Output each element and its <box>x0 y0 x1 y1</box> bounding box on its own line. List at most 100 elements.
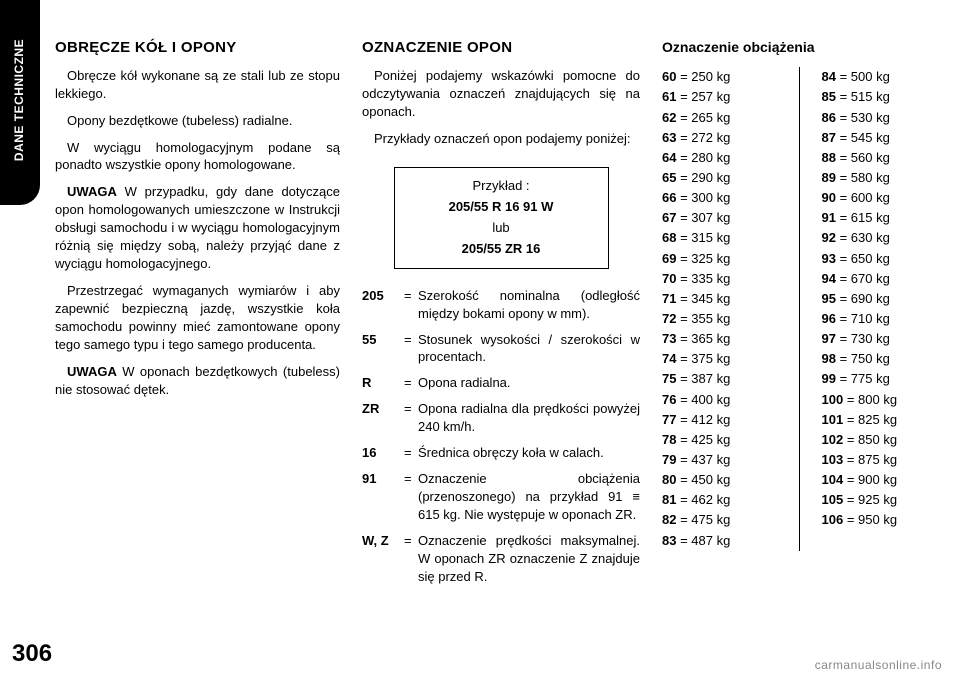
paragraph: UWAGA W przypadku, gdy dane dotyczące op… <box>55 183 340 273</box>
load-index-value: 75 <box>662 371 676 386</box>
load-index-table: 60 = 250 kg61 = 257 kg62 = 265 kg63 = 27… <box>662 67 940 550</box>
load-index-entry: 87 = 545 kg <box>822 128 941 148</box>
definition-code: W, Z <box>362 532 404 586</box>
load-index-value: 65 <box>662 170 676 185</box>
load-index-value: 64 <box>662 150 676 165</box>
load-index-entry: 93 = 650 kg <box>822 249 941 269</box>
load-index-entry: 77 = 412 kg <box>662 410 781 430</box>
definition-row: 91=Oznaczenie obciążenia (przenoszonego)… <box>362 470 640 524</box>
example-or: lub <box>405 218 598 239</box>
load-index-entry: 86 = 530 kg <box>822 108 941 128</box>
definition-text: Opona radialna. <box>418 374 640 392</box>
definition-text: Średnica obręczy koła w calach. <box>418 444 640 462</box>
load-index-entry: 96 = 710 kg <box>822 309 941 329</box>
load-index-value: 62 <box>662 110 676 125</box>
load-index-value: 89 <box>822 170 836 185</box>
load-index-value: 91 <box>822 210 836 225</box>
load-index-value: 100 <box>822 392 844 407</box>
load-index-entry: 91 = 615 kg <box>822 208 941 228</box>
load-index-value: 68 <box>662 230 676 245</box>
load-index-value: 90 <box>822 190 836 205</box>
load-index-value: 97 <box>822 331 836 346</box>
definition-text: Szerokość nominalna (odległość między bo… <box>418 287 640 323</box>
definition-text: Oznaczenie obciążenia (przenoszonego) na… <box>418 470 640 524</box>
load-index-entry: 82 = 475 kg <box>662 510 781 530</box>
load-index-entry: 98 = 750 kg <box>822 349 941 369</box>
load-index-entry: 78 = 425 kg <box>662 430 781 450</box>
side-tab: DANE TECHNICZNE <box>0 0 40 205</box>
load-index-entry: 76 = 400 kg <box>662 390 781 410</box>
load-index-value: 67 <box>662 210 676 225</box>
load-index-entry: 84 = 500 kg <box>822 67 941 87</box>
footer-watermark: carmanualsonline.info <box>815 658 942 672</box>
load-index-entry: 79 = 437 kg <box>662 450 781 470</box>
load-index-value: 101 <box>822 412 844 427</box>
paragraph: Przykłady oznaczeń opon podajemy poniżej… <box>362 130 640 148</box>
load-index-entry: 63 = 272 kg <box>662 128 781 148</box>
load-index-entry: 66 = 300 kg <box>662 188 781 208</box>
load-index-entry: 106 = 950 kg <box>822 510 941 530</box>
load-index-value: 79 <box>662 452 676 467</box>
load-index-value: 84 <box>822 69 836 84</box>
definition-row: R=Opona radialna. <box>362 374 640 392</box>
definition-text: Opona radialna dla prędkości powyżej 240… <box>418 400 640 436</box>
load-index-entry: 94 = 670 kg <box>822 269 941 289</box>
page: DANE TECHNICZNE OBRĘCZE KÓŁ I OPONY Obrę… <box>0 0 960 678</box>
definition-code: 16 <box>362 444 404 462</box>
load-index-entry: 67 = 307 kg <box>662 208 781 228</box>
load-index-value: 78 <box>662 432 676 447</box>
heading-tyre-marking: OZNACZENIE OPON <box>362 38 640 59</box>
definition-code: R <box>362 374 404 392</box>
load-index-value: 72 <box>662 311 676 326</box>
load-index-value: 61 <box>662 89 676 104</box>
load-index-entry: 101 = 825 kg <box>822 410 941 430</box>
load-index-entry: 72 = 355 kg <box>662 309 781 329</box>
load-index-value: 102 <box>822 432 844 447</box>
definition-row: 16=Średnica obręczy koła w calach. <box>362 444 640 462</box>
definition-text: Oznaczenie prędkości maksymalnej. W opon… <box>418 532 640 586</box>
load-index-entry: 99 = 775 kg <box>822 369 941 389</box>
load-index-value: 88 <box>822 150 836 165</box>
load-index-value: 98 <box>822 351 836 366</box>
load-index-value: 83 <box>662 533 676 548</box>
paragraph: Opony bezdętkowe (tubeless) radialne. <box>55 112 340 130</box>
load-index-entry: 100 = 800 kg <box>822 390 941 410</box>
load-index-value: 93 <box>822 251 836 266</box>
load-index-value: 73 <box>662 331 676 346</box>
example-line-2: 205/55 ZR 16 <box>405 239 598 260</box>
load-index-value: 94 <box>822 271 836 286</box>
equals-sign: = <box>404 470 418 524</box>
load-index-value: 104 <box>822 472 844 487</box>
load-index-value: 70 <box>662 271 676 286</box>
load-index-entry: 85 = 515 kg <box>822 87 941 107</box>
definition-row: W, Z=Oznaczenie prędkości maksymalnej. W… <box>362 532 640 586</box>
paragraph: Obręcze kół wykonane są ze stali lub ze … <box>55 67 340 103</box>
load-index-entry: 102 = 850 kg <box>822 430 941 450</box>
content-area: OBRĘCZE KÓŁ I OPONY Obręcze kół wykonane… <box>55 38 940 658</box>
side-tab-label: DANE TECHNICZNE <box>12 39 26 161</box>
column-3: Oznaczenie obciążenia 60 = 250 kg61 = 25… <box>662 38 940 658</box>
column-1: OBRĘCZE KÓŁ I OPONY Obręcze kół wykonane… <box>55 38 340 658</box>
load-index-value: 87 <box>822 130 836 145</box>
definition-code: 91 <box>362 470 404 524</box>
load-index-entry: 80 = 450 kg <box>662 470 781 490</box>
load-index-entry: 95 = 690 kg <box>822 289 941 309</box>
load-index-value: 77 <box>662 412 676 427</box>
equals-sign: = <box>404 287 418 323</box>
load-index-value: 66 <box>662 190 676 205</box>
equals-sign: = <box>404 400 418 436</box>
load-index-entry: 103 = 875 kg <box>822 450 941 470</box>
note-label: UWAGA <box>67 184 117 199</box>
load-index-value: 92 <box>822 230 836 245</box>
definition-row: ZR=Opona radialna dla prędkości powyżej … <box>362 400 640 436</box>
definitions-list: 205=Szerokość nominalna (odległość międz… <box>362 287 640 586</box>
load-index-value: 71 <box>662 291 676 306</box>
load-index-value: 80 <box>662 472 676 487</box>
load-index-value: 99 <box>822 371 836 386</box>
paragraph: Poniżej podajemy wskazówki pomocne do od… <box>362 67 640 121</box>
load-index-entry: 74 = 375 kg <box>662 349 781 369</box>
heading-wheels-tyres: OBRĘCZE KÓŁ I OPONY <box>55 38 340 59</box>
equals-sign: = <box>404 331 418 367</box>
load-column-left: 60 = 250 kg61 = 257 kg62 = 265 kg63 = 27… <box>662 67 800 550</box>
definition-row: 205=Szerokość nominalna (odległość międz… <box>362 287 640 323</box>
